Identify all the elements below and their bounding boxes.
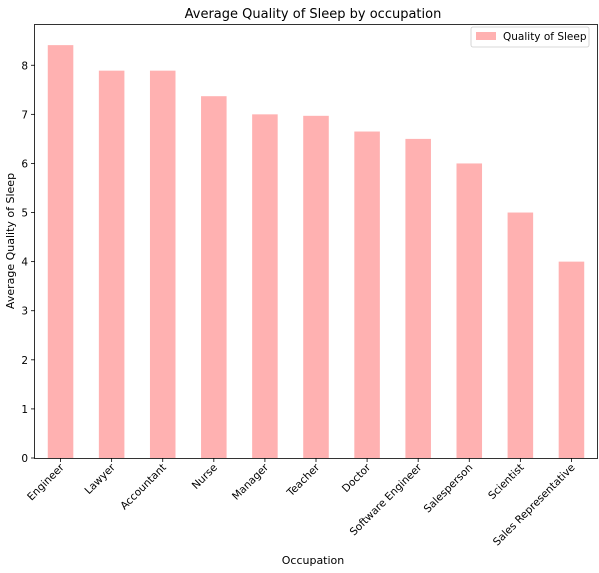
x-tick-label: Lawyer <box>82 461 118 497</box>
legend: Quality of Sleep <box>470 26 590 48</box>
legend-label: Quality of Sleep <box>503 31 587 43</box>
bar-doctor <box>354 131 380 459</box>
x-tick-label: Doctor <box>340 461 374 495</box>
bar-manager <box>252 114 278 458</box>
bars-group <box>47 45 585 459</box>
legend-box <box>470 26 590 48</box>
y-tick-label: 8 <box>21 60 28 72</box>
bar-software-engineer <box>405 138 431 458</box>
bar-salesperson <box>456 163 483 458</box>
y-axis-label: Average Quality of Sleep <box>4 173 17 309</box>
bar-scientist <box>507 212 534 458</box>
plot-frame <box>34 24 598 459</box>
y-axis-ticks: 0 1 2 3 4 5 6 7 8 <box>21 60 35 465</box>
x-tick-label: Scientist <box>486 462 526 502</box>
bar-lawyer <box>98 70 125 458</box>
x-tick-label: Manager <box>230 461 272 503</box>
y-tick-label: 6 <box>21 158 28 170</box>
x-tick-label: Nurse <box>190 462 220 492</box>
x-axis-label: Occupation <box>282 554 345 567</box>
bar-accountant <box>149 70 176 458</box>
x-tick-label: Accountant <box>118 462 169 513</box>
y-tick-label: 4 <box>21 257 28 269</box>
bar-nurse <box>201 96 227 458</box>
x-tick-label: Salesperson <box>422 462 476 516</box>
y-tick-label: 2 <box>21 355 28 367</box>
bar-sales-representative <box>558 261 585 458</box>
chart-title: Average Quality of Sleep by occupation <box>185 7 442 22</box>
x-axis-ticks: Engineer Lawyer Accountant Nurse Manager Teac… <box>25 458 578 548</box>
y-tick-label: 5 <box>21 208 28 220</box>
y-tick-label: 7 <box>21 109 28 121</box>
bar-engineer <box>47 45 74 459</box>
y-tick-label: 1 <box>21 404 28 416</box>
y-tick-label: 0 <box>21 453 28 465</box>
x-tick-label: Teacher <box>284 461 322 499</box>
legend-swatch <box>476 32 496 40</box>
bar-teacher <box>303 115 329 459</box>
y-tick-label: 3 <box>21 306 28 318</box>
x-tick-label: Engineer <box>25 461 67 503</box>
